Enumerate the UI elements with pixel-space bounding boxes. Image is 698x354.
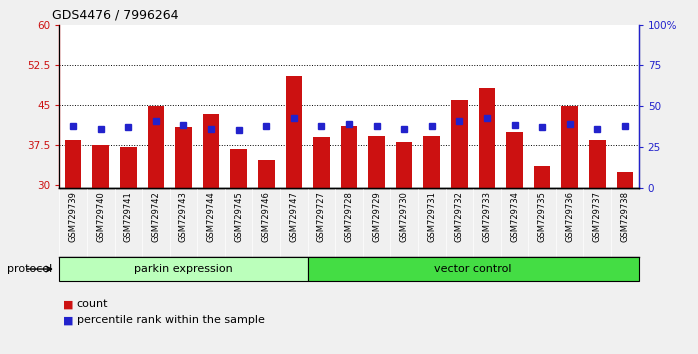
Text: GSM729746: GSM729746 — [262, 191, 271, 242]
Text: GSM729742: GSM729742 — [151, 191, 161, 242]
Bar — [589, 139, 606, 188]
Text: GSM729727: GSM729727 — [317, 191, 326, 242]
Text: ■: ■ — [63, 315, 73, 325]
Text: GDS4476 / 7996264: GDS4476 / 7996264 — [52, 9, 179, 22]
Text: count: count — [77, 299, 108, 309]
Bar — [258, 160, 274, 188]
Bar — [396, 142, 413, 188]
Text: GSM729729: GSM729729 — [372, 191, 381, 242]
Bar — [230, 149, 247, 188]
Text: GSM729739: GSM729739 — [68, 191, 77, 242]
Text: GSM729740: GSM729740 — [96, 191, 105, 242]
Bar — [308, 257, 639, 281]
Text: GSM729730: GSM729730 — [400, 191, 408, 242]
Text: GSM729744: GSM729744 — [207, 191, 216, 242]
Text: GSM729731: GSM729731 — [427, 191, 436, 242]
Text: protocol: protocol — [7, 264, 52, 274]
Bar — [203, 114, 219, 188]
Bar — [147, 106, 164, 188]
Text: GSM729733: GSM729733 — [482, 191, 491, 242]
Text: GSM729728: GSM729728 — [345, 191, 353, 242]
Bar — [479, 88, 495, 188]
Bar — [341, 126, 357, 188]
Bar — [92, 145, 109, 188]
Text: GSM729741: GSM729741 — [124, 191, 133, 242]
Bar — [175, 127, 192, 188]
Text: GSM729747: GSM729747 — [290, 191, 298, 242]
Text: GSM729735: GSM729735 — [537, 191, 547, 242]
Bar — [561, 106, 578, 188]
Text: GSM729745: GSM729745 — [234, 191, 243, 242]
Text: GSM729737: GSM729737 — [593, 191, 602, 242]
Bar — [285, 75, 302, 188]
Bar — [120, 147, 137, 188]
Bar — [59, 257, 308, 281]
Text: percentile rank within the sample: percentile rank within the sample — [77, 315, 265, 325]
Bar — [506, 132, 523, 188]
Bar — [369, 136, 385, 188]
Text: GSM729736: GSM729736 — [565, 191, 574, 242]
Text: vector control: vector control — [434, 264, 512, 274]
Bar — [313, 137, 329, 188]
Text: GSM729734: GSM729734 — [510, 191, 519, 242]
Bar — [451, 99, 468, 188]
Text: GSM729738: GSM729738 — [621, 191, 630, 242]
Bar — [616, 172, 633, 188]
Bar — [424, 136, 440, 188]
Bar — [65, 139, 82, 188]
Text: GSM729743: GSM729743 — [179, 191, 188, 242]
Text: GSM729732: GSM729732 — [455, 191, 464, 242]
Text: parkin expression: parkin expression — [134, 264, 233, 274]
Text: ■: ■ — [63, 299, 73, 309]
Bar — [534, 166, 551, 188]
